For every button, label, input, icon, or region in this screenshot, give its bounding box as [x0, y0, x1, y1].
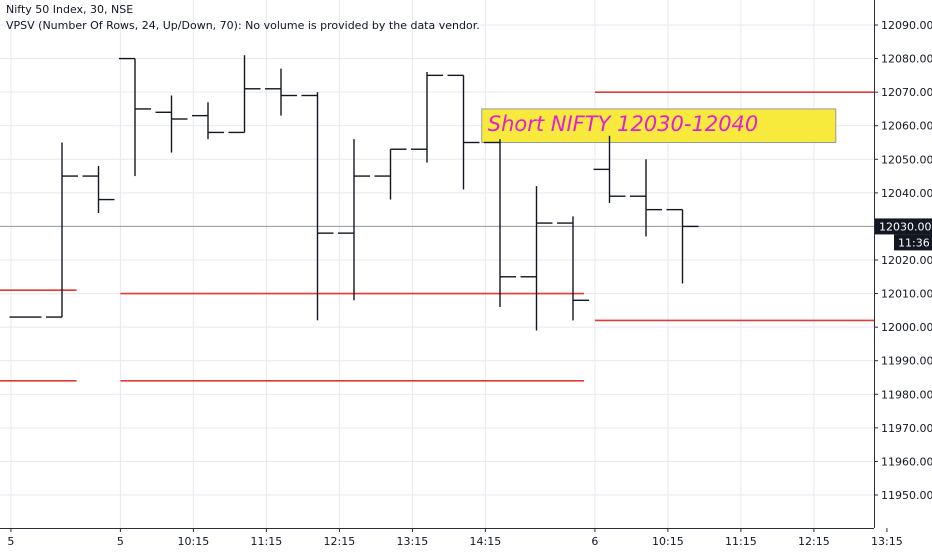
time-tick-label: 6: [591, 535, 598, 548]
price-axis[interactable]: [874, 0, 932, 550]
price-tick-label: 12020.00: [881, 254, 932, 267]
ohlc-bar[interactable]: [155, 95, 188, 153]
last-price-label: 12030.00: [879, 220, 932, 233]
annotation-box[interactable]: [481, 108, 837, 144]
ohlc-bar[interactable]: [338, 139, 370, 301]
time-tick-label: 12:15: [324, 535, 356, 548]
ohlc-bar[interactable]: [228, 55, 261, 134]
ohlc-bar[interactable]: [192, 102, 224, 140]
ohlc-bar[interactable]: [557, 216, 589, 321]
price-tick-label: 11970.00: [881, 422, 932, 435]
countdown-tag: [894, 234, 932, 251]
time-tick-label: 12:15: [798, 535, 830, 548]
price-tick-label: 11990.00: [881, 355, 932, 368]
price-tick-label: 12060.00: [881, 120, 932, 133]
time-tick-label: 5: [7, 535, 14, 548]
countdown-label: 11:36: [898, 236, 930, 249]
ohlc-bar[interactable]: [630, 159, 662, 237]
price-tick-label: 12050.00: [881, 153, 932, 166]
time-tick-label: 10:15: [652, 535, 684, 548]
ohlc-bar[interactable]: [46, 142, 78, 318]
price-tick-label: 12010.00: [881, 288, 932, 301]
ohlc-bar[interactable]: [119, 57, 151, 177]
indicator-legend: VPSV (Number Of Rows, 24, Up/Down, 70): …: [6, 19, 480, 32]
last-price-tag: [875, 218, 932, 235]
symbol-legend: Nifty 50 Index, 30, NSE: [6, 3, 134, 16]
ohlc-bar[interactable]: [666, 208, 699, 284]
ohlc-bar[interactable]: [411, 72, 443, 163]
price-tick-label: 12080.00: [881, 53, 932, 66]
time-tick-label: 11:15: [725, 535, 757, 548]
ohlc-bar[interactable]: [520, 186, 553, 331]
price-tick-label: 11960.00: [881, 455, 932, 468]
time-tick-label: 10:15: [178, 535, 210, 548]
time-tick-label: 11:15: [251, 535, 283, 548]
ohlc-bar[interactable]: [593, 135, 626, 203]
price-tick-label: 12000.00: [881, 321, 932, 334]
chart-legend: Nifty 50 Index, 30, NSE VPSV (Number Of …: [6, 2, 480, 34]
price-tick-label: 12040.00: [881, 187, 932, 200]
time-tick-label: 13:15: [871, 535, 903, 548]
time-tick-label: 14:15: [470, 535, 502, 548]
annotation-text: Short NIFTY 12030-12040: [488, 112, 759, 136]
ohlc-bar[interactable]: [447, 74, 480, 190]
ohlc-bar[interactable]: [265, 68, 297, 116]
time-tick-label: 5: [117, 535, 124, 548]
ohlc-bar[interactable]: [374, 148, 407, 200]
ohlc-bar[interactable]: [301, 92, 334, 321]
time-tick-label: 13:15: [397, 535, 429, 548]
price-tick-label: 11980.00: [881, 388, 932, 401]
price-tick-label: 12090.00: [881, 19, 932, 32]
price-tick-label: 12070.00: [881, 86, 932, 99]
ohlc-bar[interactable]: [484, 139, 516, 307]
price-tick-label: 11950.00: [881, 489, 932, 502]
ohlc-bar[interactable]: [82, 166, 115, 213]
